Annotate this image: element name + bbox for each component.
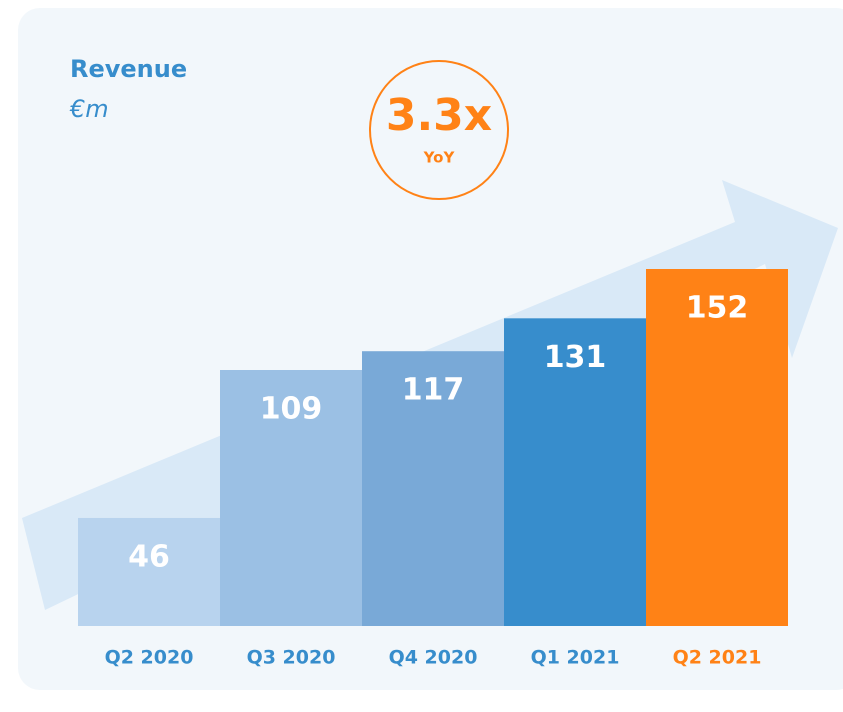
badge bbox=[369, 60, 509, 200]
bar bbox=[362, 351, 504, 626]
x-tick-label: Q2 2020 bbox=[105, 647, 194, 669]
x-tick-label: Q1 2021 bbox=[531, 647, 620, 669]
x-tick-label: Q2 2021 bbox=[673, 647, 762, 669]
x-tick-label: Q3 2020 bbox=[247, 647, 336, 669]
bar bbox=[78, 517, 220, 626]
chart-title: Revenue bbox=[70, 55, 187, 83]
bar bbox=[504, 318, 646, 626]
value-label: 117 bbox=[402, 373, 465, 408]
badge-value: 3.3x bbox=[386, 90, 492, 141]
x-tick-label: Q4 2020 bbox=[389, 647, 478, 669]
value-label: 46 bbox=[128, 539, 170, 574]
value-label: 152 bbox=[686, 291, 749, 326]
value-label: 109 bbox=[260, 391, 323, 426]
badge-label: YoY bbox=[423, 149, 456, 167]
bar bbox=[646, 269, 788, 626]
value-label: 131 bbox=[544, 340, 607, 375]
bar bbox=[220, 369, 362, 626]
chart-subtitle: €m bbox=[69, 95, 109, 123]
